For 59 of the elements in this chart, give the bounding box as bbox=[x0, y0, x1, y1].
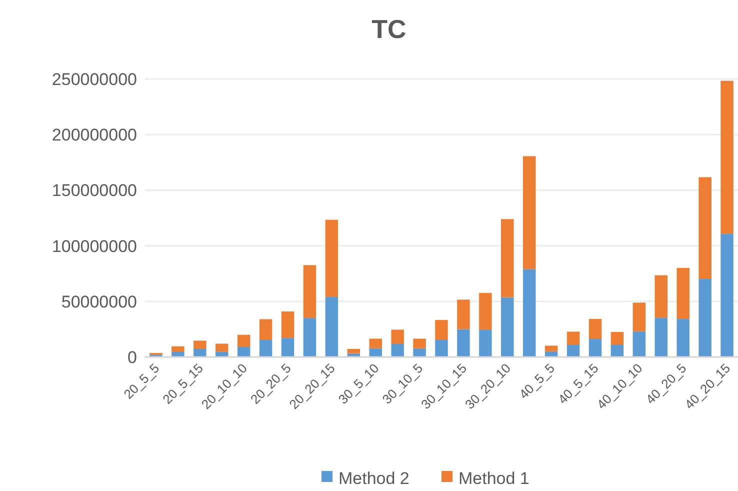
bar bbox=[610, 332, 624, 345]
bar bbox=[566, 332, 580, 345]
bar bbox=[501, 297, 514, 357]
bar bbox=[391, 330, 404, 344]
bar bbox=[698, 177, 712, 279]
bar bbox=[566, 344, 580, 357]
bar bbox=[172, 346, 184, 352]
bar bbox=[237, 346, 250, 357]
chart-title: TC bbox=[372, 14, 407, 44]
bar bbox=[303, 318, 316, 357]
legend-label: Method 1 bbox=[458, 468, 530, 488]
bar bbox=[435, 340, 448, 357]
bar bbox=[544, 346, 558, 352]
bar bbox=[237, 334, 250, 347]
bar bbox=[194, 348, 206, 357]
bar bbox=[479, 330, 492, 357]
bar bbox=[172, 352, 184, 357]
bar bbox=[632, 331, 646, 357]
bar bbox=[435, 320, 448, 340]
bar bbox=[194, 340, 206, 349]
bar bbox=[413, 338, 426, 348]
bar bbox=[391, 344, 404, 357]
bar bbox=[457, 300, 470, 330]
bar bbox=[369, 338, 382, 348]
bar bbox=[325, 296, 338, 357]
legend-label: Method 2 bbox=[338, 468, 410, 488]
bar bbox=[369, 348, 382, 357]
bar bbox=[479, 292, 492, 330]
bar bbox=[588, 338, 602, 357]
bar bbox=[216, 352, 228, 357]
bar bbox=[588, 318, 602, 339]
bar bbox=[698, 278, 712, 357]
y-tick-label: 150000000 bbox=[52, 181, 137, 200]
bar bbox=[259, 340, 272, 357]
y-tick-label: 100000000 bbox=[52, 236, 137, 256]
y-tick-label: 250000000 bbox=[52, 70, 137, 89]
bar bbox=[413, 348, 426, 357]
bar bbox=[676, 318, 690, 357]
bar bbox=[654, 275, 668, 318]
bar bbox=[259, 319, 272, 340]
bar bbox=[501, 219, 514, 298]
bar bbox=[303, 265, 316, 318]
bar bbox=[654, 318, 668, 357]
bar bbox=[632, 302, 646, 332]
y-tick-label: 50000000 bbox=[61, 292, 137, 312]
bar bbox=[522, 269, 536, 357]
y-tick-label: 0 bbox=[128, 348, 137, 367]
bar bbox=[281, 338, 294, 357]
bar bbox=[347, 348, 360, 354]
bar bbox=[457, 329, 470, 357]
bar bbox=[610, 344, 624, 357]
bar bbox=[720, 80, 734, 234]
bar bbox=[281, 311, 294, 338]
bar bbox=[676, 268, 690, 319]
y-tick-label: 200000000 bbox=[52, 126, 137, 145]
bar bbox=[216, 344, 228, 352]
bar bbox=[720, 234, 734, 357]
bar bbox=[325, 220, 338, 297]
bar bbox=[522, 156, 536, 270]
